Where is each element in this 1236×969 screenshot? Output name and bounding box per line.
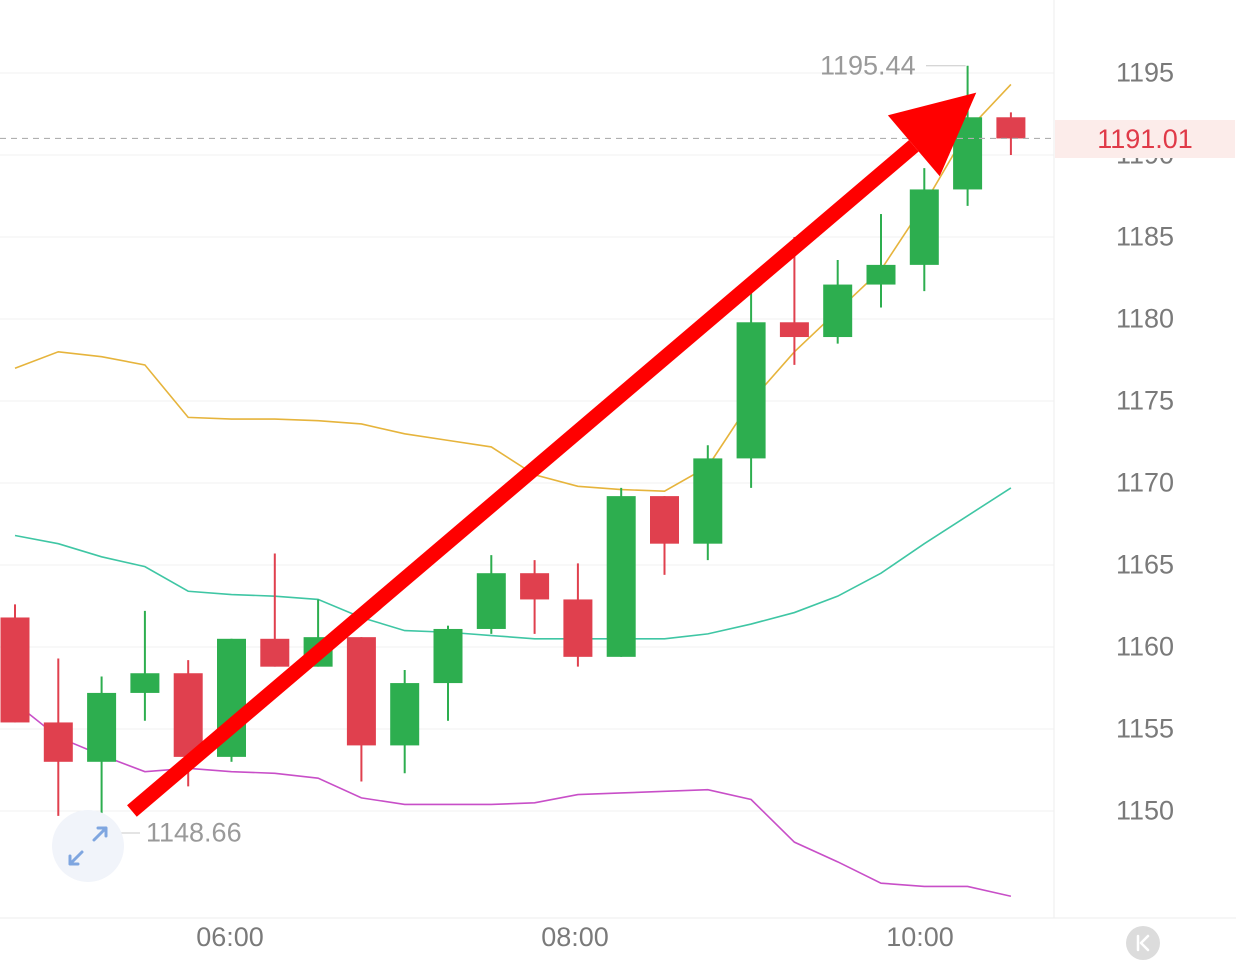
- candle-body: [130, 673, 160, 693]
- candle: [779, 237, 809, 365]
- candle: [866, 214, 896, 308]
- candle-body: [823, 284, 853, 338]
- candle: [520, 560, 550, 634]
- expand-chart-button[interactable]: [52, 810, 124, 882]
- candle-body: [736, 322, 766, 459]
- y-tick-label: 1150: [1115, 795, 1175, 826]
- candle: [996, 112, 1026, 155]
- candle-body: [563, 599, 593, 657]
- candle: [909, 168, 939, 292]
- high-price-marker: 1195.44: [820, 50, 916, 81]
- y-tick-label: 1170: [1115, 467, 1175, 498]
- y-tick-label: 1195: [1115, 57, 1175, 88]
- x-tick-label: 08:00: [541, 922, 609, 952]
- y-tick-label: 1175: [1115, 385, 1175, 416]
- y-tick-label: 1160: [1115, 631, 1175, 662]
- candle-body: [87, 692, 117, 762]
- candle-body: [260, 638, 290, 667]
- candle-body: [520, 573, 550, 600]
- candle-body: [779, 322, 809, 338]
- skip-to-start-icon: [1136, 934, 1150, 952]
- overlay-line-1: [14, 83, 1012, 493]
- trend-arrow-head: [887, 92, 977, 177]
- expand-arrows-icon: [68, 826, 108, 866]
- candle-body: [996, 117, 1026, 139]
- candle: [390, 669, 420, 774]
- candle: [693, 445, 723, 561]
- candle: [260, 553, 290, 667]
- trend-arrow-shaft: [127, 140, 919, 817]
- candle-body: [650, 496, 679, 544]
- y-tick-label: 1165: [1115, 549, 1175, 580]
- candle-body: [43, 722, 73, 762]
- low-price-marker: 1148.66: [146, 817, 242, 848]
- candle: [346, 637, 376, 782]
- candle: [563, 563, 593, 667]
- candle-body: [346, 637, 376, 746]
- scroll-to-start-button[interactable]: [1126, 926, 1160, 960]
- candle-body: [0, 617, 30, 723]
- candle-body: [606, 496, 636, 657]
- x-tick-label: 06:00: [196, 922, 264, 952]
- candle-body: [866, 264, 896, 285]
- candle: [43, 658, 73, 816]
- candle-body: [909, 189, 939, 265]
- y-tick-label: 1180: [1115, 303, 1175, 334]
- candle: [0, 604, 30, 723]
- overlay-line-3: [14, 702, 1012, 898]
- candle-body: [390, 683, 420, 746]
- candle-body: [433, 628, 463, 684]
- candle-body: [693, 458, 723, 544]
- candle: [87, 676, 117, 833]
- candle: [433, 625, 463, 721]
- candle: [476, 555, 506, 634]
- candle: [823, 259, 853, 344]
- candle: [130, 610, 160, 721]
- y-tick-label: 1155: [1115, 713, 1175, 744]
- y-tick-label: 1185: [1115, 221, 1175, 252]
- candle: [953, 65, 983, 206]
- candle: [606, 487, 636, 657]
- candle: [736, 292, 766, 488]
- last-price-label: 1191.01: [1055, 120, 1235, 158]
- candle-body: [476, 573, 506, 629]
- candle-body: [173, 673, 203, 757]
- candle: [650, 496, 679, 575]
- x-tick-label: 10:00: [886, 922, 954, 952]
- overlay-line-2: [14, 487, 1012, 640]
